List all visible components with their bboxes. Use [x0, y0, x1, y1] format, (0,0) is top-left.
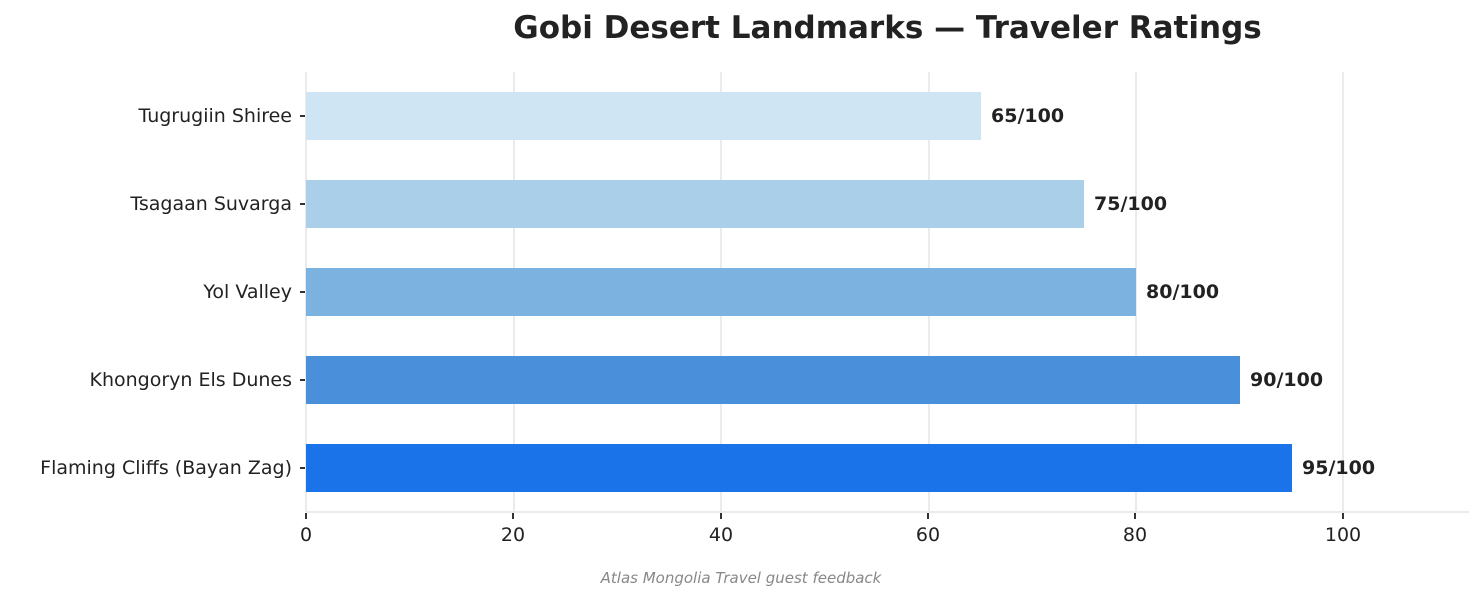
y-tick-mark [300, 467, 305, 469]
bar-tsagaan-suvarga [306, 180, 1084, 228]
x-tick-mark [512, 513, 514, 519]
y-tick-label: Yol Valley [203, 281, 292, 303]
bar-khongoryn-els-dunes [306, 356, 1240, 404]
bar-yol-valley [306, 268, 1136, 316]
x-tick-mark [1134, 513, 1136, 519]
gridline-100 [1342, 72, 1344, 512]
y-tick-mark [300, 203, 305, 205]
y-tick-label: Khongoryn Els Dunes [89, 369, 292, 391]
y-tick-label: Flaming Cliffs (Bayan Zag) [40, 457, 292, 479]
value-label: 65/100 [991, 105, 1065, 127]
chart-title: Gobi Desert Landmarks — Traveler Ratings [513, 10, 1262, 46]
y-tick-mark [300, 291, 305, 293]
gridline-80 [1135, 72, 1137, 512]
x-tick-label: 60 [915, 524, 941, 546]
x-tick-label: 0 [299, 524, 313, 546]
y-tick-mark [300, 379, 305, 381]
x-tick-mark [927, 513, 929, 519]
x-tick-label: 80 [1122, 524, 1148, 546]
y-tick-label: Tugrugiin Shiree [138, 105, 292, 127]
x-tick-mark [305, 513, 307, 519]
source-caption: Atlas Mongolia Travel guest feedback [600, 569, 882, 587]
value-label: 95/100 [1302, 457, 1376, 479]
y-tick-mark [300, 115, 305, 117]
x-tick-mark [720, 513, 722, 519]
plot-area: 65/100 75/100 80/100 90/100 95/100 [305, 72, 1469, 513]
x-axis-spine [306, 511, 1469, 513]
bar-flaming-cliffs [306, 444, 1292, 492]
value-label: 80/100 [1146, 281, 1220, 303]
x-tick-label: 20 [500, 524, 526, 546]
x-tick-mark [1342, 513, 1344, 519]
x-tick-label: 100 [1324, 524, 1362, 546]
value-label: 90/100 [1250, 369, 1324, 391]
bar-tugrugiin-shiree [306, 92, 981, 140]
value-label: 75/100 [1094, 193, 1168, 215]
x-tick-label: 40 [708, 524, 734, 546]
y-tick-label: Tsagaan Suvarga [130, 193, 292, 215]
